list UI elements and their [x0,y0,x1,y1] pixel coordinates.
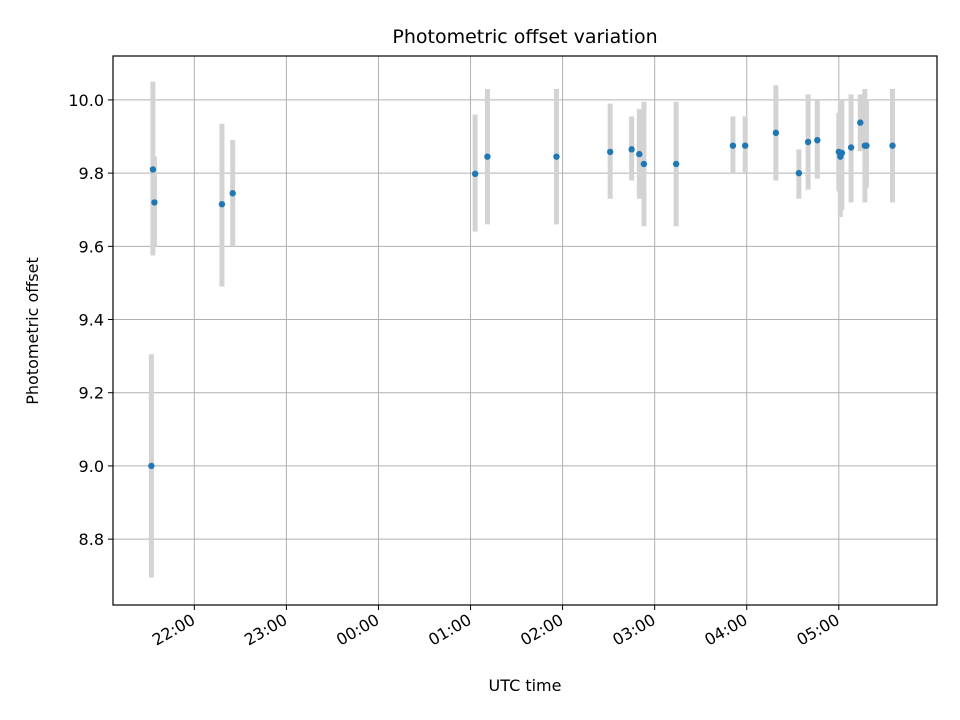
data-point [149,166,157,173]
data-point [672,160,680,168]
y-tick-label: 9.8 [79,164,104,183]
data-point [814,136,821,144]
x-axis-title: UTC time [489,676,562,695]
y-tick-label: 10.0 [68,91,104,110]
data-point [148,462,155,470]
y-tick-label: 9.0 [79,457,104,476]
y-tick-label: 9.2 [79,384,104,403]
y-tick-label: 9.4 [79,311,104,330]
data-point [484,153,491,160]
y-tick-label: 9.6 [79,237,104,256]
data-point [471,170,479,178]
data-point [636,150,643,158]
data-point [553,153,560,160]
data-point [847,144,855,151]
data-point [741,142,749,149]
data-point [218,201,226,208]
data-point [729,142,737,149]
data-point [889,142,896,149]
y-axis-title: Photometric offset [23,257,42,405]
y-axis-ticks: 8.8 9.0 9.2 9.4 9.6 9.8 10.0 [68,91,113,549]
data-point [795,169,803,177]
data-point [838,149,846,157]
y-tick-label: 8.8 [79,530,104,549]
data-point [628,146,635,153]
data-point [151,199,158,206]
data-point [640,160,648,168]
data-points [148,119,896,470]
data-point [772,129,780,137]
plot-frame [112,55,938,606]
data-point [804,138,812,146]
data-point [606,148,614,156]
chart-title: Photometric offset variation [392,26,657,48]
data-point [863,142,870,149]
data-point [229,190,236,197]
data-point [857,119,864,126]
